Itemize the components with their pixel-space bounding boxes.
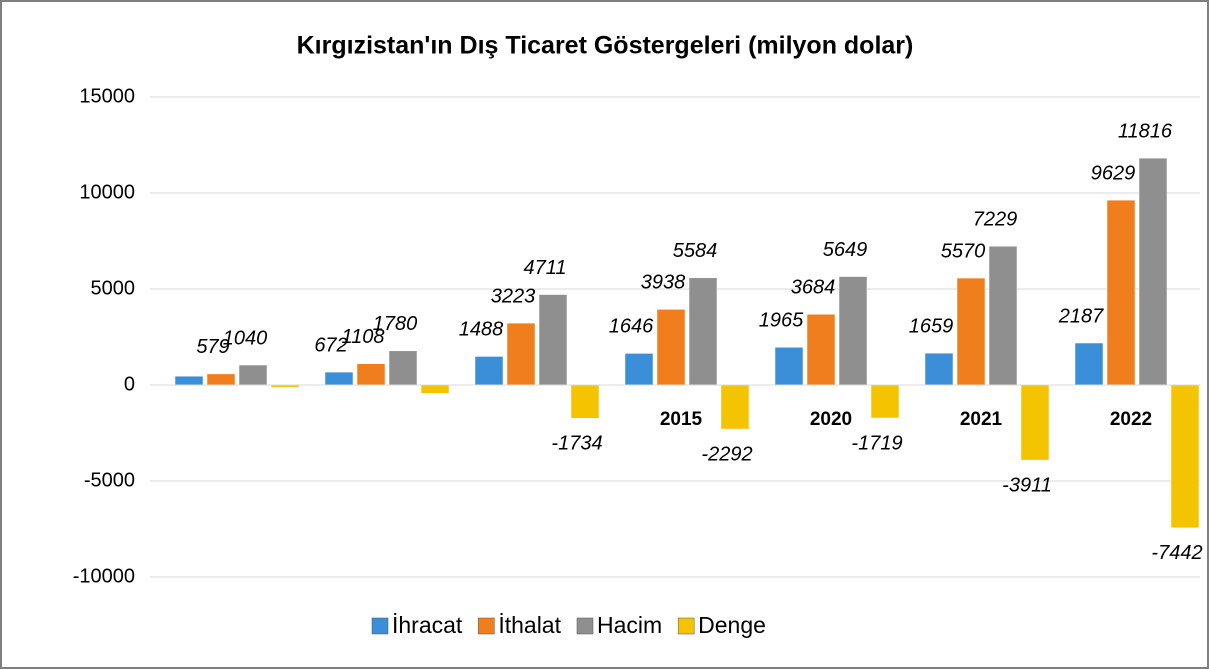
value-label: 9629 (1091, 162, 1136, 184)
value-label: 579 (196, 336, 229, 358)
bar (356, 363, 386, 386)
value-label: 1780 (373, 313, 418, 335)
bar (538, 294, 568, 386)
value-label: -3911 (1002, 474, 1052, 496)
y-tick-label: 5000 (91, 277, 136, 299)
legend-label: İthalat (498, 612, 561, 638)
bar (656, 309, 686, 386)
bar (1106, 199, 1136, 386)
x-tick-label: 2020 (810, 409, 852, 430)
bar (506, 322, 536, 386)
bar (956, 277, 986, 386)
bar (774, 347, 804, 386)
y-tick-label: 0 (124, 373, 135, 395)
value-label: 3938 (641, 272, 686, 294)
bar (238, 364, 268, 386)
bar (624, 353, 654, 386)
bar (474, 356, 504, 386)
y-tick-label: 10000 (79, 181, 135, 203)
y-tick-label: -5000 (84, 469, 135, 491)
bar (1170, 384, 1200, 529)
chart-title: Kırgızistan'ın Dış Ticaret Göstergeleri … (297, 32, 914, 60)
value-label: 1040 (223, 327, 268, 349)
value-label: -1719 (851, 432, 902, 454)
value-label: 5584 (673, 240, 718, 262)
value-label: -2292 (701, 443, 752, 465)
bar (206, 373, 236, 386)
bar (388, 350, 418, 386)
value-label: 2187 (1058, 305, 1104, 327)
legend-label: İhracat (392, 612, 463, 638)
y-tick-label: 15000 (79, 85, 135, 107)
legend-label: Denge (698, 612, 766, 638)
bar (174, 375, 204, 386)
value-label: 7229 (973, 208, 1018, 230)
value-label: 1108 (341, 326, 384, 348)
x-tick-label: 2022 (1110, 409, 1152, 430)
bar (324, 371, 354, 386)
bar (1138, 157, 1168, 386)
value-label: -1734 (551, 433, 602, 455)
legend-label: Hacim (597, 612, 662, 638)
legend-swatch (677, 617, 695, 635)
value-label: -7442 (1151, 542, 1202, 564)
legend-swatch (576, 617, 594, 635)
bar (720, 384, 750, 430)
bar (688, 277, 718, 386)
value-label: 5570 (941, 240, 986, 262)
value-label: 4711 (523, 257, 566, 279)
bar (570, 384, 600, 419)
value-label: 1659 (909, 315, 954, 337)
x-tick-label: 2015 (660, 409, 703, 430)
y-tick-label: -10000 (73, 565, 135, 587)
bar (1074, 342, 1104, 386)
legend-swatch (478, 617, 495, 635)
bar (870, 384, 900, 419)
bar (1020, 384, 1050, 461)
value-label: 3223 (491, 285, 536, 307)
value-label: 5649 (823, 239, 868, 261)
value-label: 1488 (459, 319, 504, 341)
bar (924, 352, 954, 386)
value-label: 1965 (759, 310, 804, 332)
legend-swatch (371, 617, 389, 635)
value-label: 672 (314, 334, 347, 356)
value-label: 11816 (1118, 120, 1173, 142)
bar (806, 314, 836, 386)
x-tick-label: 2021 (960, 409, 1003, 430)
bar (838, 276, 868, 386)
bar (420, 384, 450, 394)
value-label: 3684 (791, 277, 836, 299)
bar (988, 245, 1018, 386)
value-label: 1646 (609, 316, 654, 338)
